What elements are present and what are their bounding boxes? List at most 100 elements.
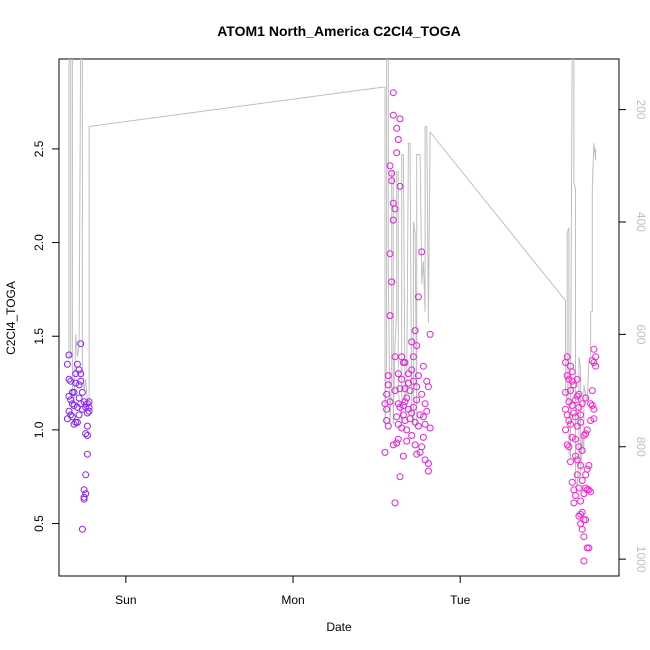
data-point — [563, 353, 571, 361]
data-point — [419, 433, 427, 441]
data-point — [411, 441, 419, 449]
y2-tick-label: 600 — [634, 324, 648, 344]
data-point — [381, 448, 389, 456]
data-point — [570, 499, 578, 507]
data-point — [386, 250, 394, 258]
data-point — [562, 405, 569, 413]
data-point — [78, 388, 86, 396]
data-point — [578, 508, 586, 516]
data-point — [396, 473, 404, 481]
data-point — [403, 394, 411, 402]
data-point — [567, 458, 574, 466]
data-point — [580, 557, 588, 565]
data-point — [424, 383, 432, 391]
y2-tick-label: 200 — [634, 100, 648, 120]
data-point — [408, 338, 416, 346]
data-point — [409, 403, 417, 411]
data-point — [563, 372, 571, 380]
data-point — [85, 407, 93, 415]
data-point — [396, 182, 404, 190]
data-point — [577, 411, 585, 419]
data-point — [394, 136, 402, 143]
data-point — [587, 488, 595, 496]
data-point — [393, 149, 401, 157]
data-point — [582, 484, 590, 492]
data-point — [75, 411, 83, 419]
data-point — [572, 396, 579, 404]
data-point — [585, 544, 593, 552]
data-point — [573, 471, 581, 479]
data-point — [408, 432, 416, 439]
data-point — [75, 381, 83, 389]
y2-line-layer — [68, 59, 597, 487]
data-point — [70, 388, 78, 396]
data-point — [383, 390, 391, 398]
data-point — [414, 293, 422, 301]
data-point — [396, 385, 404, 393]
data-point — [572, 435, 579, 443]
data-point — [389, 111, 397, 119]
data-point — [414, 422, 422, 430]
data-point — [423, 377, 431, 385]
data-point — [391, 353, 399, 361]
data-point — [577, 510, 585, 518]
data-point — [426, 424, 434, 432]
data-point — [77, 370, 85, 378]
data-point — [403, 437, 411, 445]
data-point — [83, 432, 91, 439]
data-point — [587, 400, 595, 408]
data-point — [67, 396, 75, 404]
data-point — [389, 89, 397, 97]
data-point — [583, 426, 591, 434]
data-point — [403, 426, 411, 434]
data-point — [568, 478, 576, 486]
data-point — [394, 435, 402, 443]
y-tick-label: 0.5 — [32, 515, 46, 532]
data-point — [396, 115, 404, 123]
data-point — [65, 375, 73, 383]
data-point — [401, 398, 409, 406]
y-tick-label: 1.5 — [32, 328, 46, 345]
data-point — [578, 525, 586, 533]
data-point — [388, 177, 396, 185]
data-point — [68, 413, 76, 421]
axes-layer: Sun Mon Tue 0.5 1.0 1.5 2.0 2.5 200 400 600 800 1000 — [32, 100, 648, 607]
data-point — [567, 420, 574, 428]
data-point — [592, 362, 600, 370]
data-point — [423, 407, 431, 415]
data-point — [85, 403, 93, 411]
data-point — [386, 162, 394, 170]
data-point — [582, 430, 590, 438]
data-point — [573, 456, 581, 464]
data-point — [414, 372, 422, 380]
data-point — [80, 493, 88, 501]
data-point — [568, 402, 576, 409]
data-point — [396, 403, 404, 411]
data-point — [588, 402, 596, 409]
data-point — [573, 392, 581, 400]
data-point — [570, 381, 578, 389]
data-point — [388, 278, 396, 286]
data-point — [413, 450, 421, 458]
y2-tick-label: 800 — [634, 437, 648, 457]
data-point — [83, 422, 91, 430]
data-point — [588, 387, 596, 395]
data-point — [577, 462, 585, 469]
data-point — [409, 377, 417, 385]
data-point — [389, 441, 397, 449]
data-point — [575, 390, 583, 398]
data-point — [82, 490, 90, 498]
y2-tick-label: 400 — [634, 212, 648, 232]
chart-title: ATOM1 North_America C2Cl4_TOGA — [217, 23, 461, 39]
data-point — [65, 407, 73, 415]
y-tick-label: 1.0 — [32, 421, 46, 438]
x-tick-label: Mon — [281, 593, 304, 607]
data-point — [592, 353, 600, 361]
data-point — [572, 452, 579, 460]
data-point — [590, 345, 598, 353]
data-point — [567, 387, 574, 395]
data-point — [394, 370, 402, 378]
y-tick-label: 2.5 — [32, 140, 46, 157]
data-point — [582, 471, 590, 479]
